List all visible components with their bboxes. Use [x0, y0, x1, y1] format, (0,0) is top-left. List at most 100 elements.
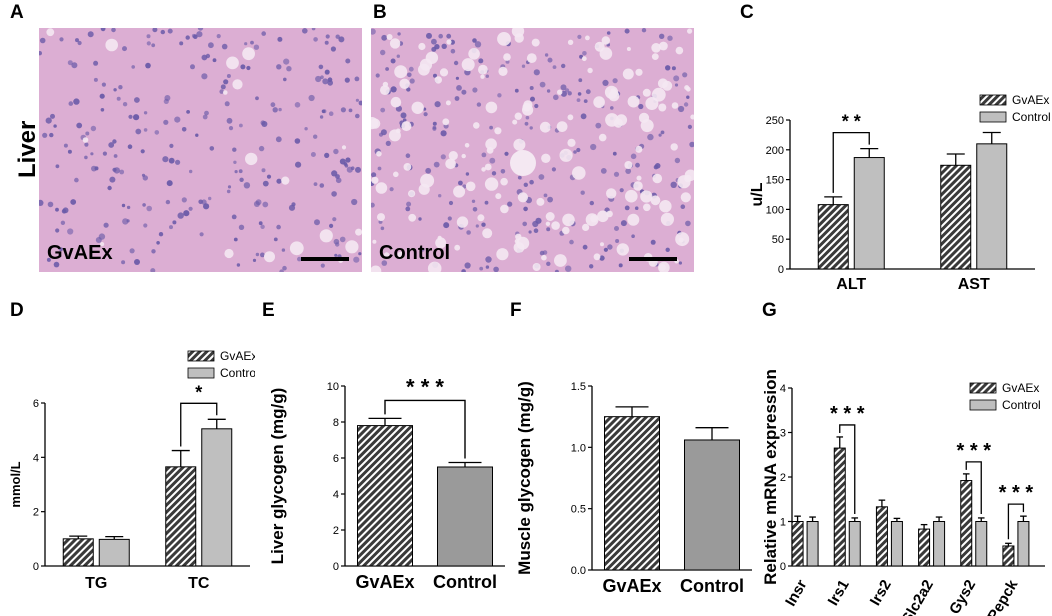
nucleus — [620, 220, 627, 227]
lipid-vacuole — [401, 121, 412, 132]
lipid-vacuole — [448, 151, 458, 161]
nucleus — [561, 63, 566, 69]
nucleus — [576, 147, 581, 153]
nucleus — [338, 36, 345, 43]
nucleus — [55, 164, 60, 169]
bar — [201, 428, 233, 567]
nucleus — [380, 226, 385, 231]
nucleus — [339, 158, 346, 165]
nucleus — [464, 262, 471, 269]
legend-swatch — [969, 399, 997, 411]
nucleus — [577, 92, 582, 96]
nucleus — [152, 28, 158, 33]
nucleus — [261, 31, 266, 36]
lipid-vacuole — [554, 254, 567, 267]
nucleus — [493, 266, 499, 272]
lipid-vacuole — [541, 153, 551, 163]
lipid-vacuole — [393, 171, 399, 178]
nucleus — [39, 199, 44, 206]
nucleus — [109, 176, 116, 183]
nucleus — [294, 102, 301, 108]
nucleus — [614, 226, 619, 231]
nucleus — [223, 79, 229, 85]
lipid-vacuole — [477, 214, 485, 222]
y-tick-label: 4 — [33, 452, 39, 464]
nucleus — [396, 54, 400, 58]
lipid-vacuole — [567, 39, 574, 45]
nucleus — [466, 230, 471, 235]
nucleus — [146, 41, 151, 46]
micrograph-label-control: Control — [379, 242, 451, 264]
nucleus — [380, 49, 386, 56]
nucleus — [262, 180, 269, 187]
bar — [165, 466, 197, 567]
nucleus — [220, 84, 226, 90]
nucleus — [266, 174, 272, 179]
significance-label: * * * — [406, 374, 444, 399]
nucleus — [397, 32, 401, 36]
nucleus — [327, 77, 333, 82]
nucleus — [475, 224, 479, 228]
nucleus — [544, 53, 549, 57]
nucleus — [400, 112, 407, 119]
nucleus — [328, 111, 334, 116]
lipid-vacuole — [376, 151, 382, 157]
nucleus — [279, 269, 284, 272]
lipid-vacuole — [46, 28, 55, 37]
nucleus — [589, 264, 594, 269]
lipid-vacuole — [626, 47, 631, 51]
nucleus — [71, 62, 78, 69]
nucleus — [238, 224, 245, 230]
bar — [1002, 545, 1015, 567]
x-tick-label: Irs2 — [867, 577, 895, 609]
nucleus — [181, 127, 187, 132]
nucleus — [673, 75, 680, 82]
lipid-vacuole — [658, 261, 670, 272]
bar — [604, 416, 660, 571]
lipid-vacuole — [670, 143, 678, 151]
legend-swatch — [187, 350, 215, 362]
nucleus — [674, 83, 679, 87]
nucleus — [524, 121, 529, 126]
nucleus — [276, 64, 282, 70]
nucleus — [231, 214, 237, 220]
y-tick-label: 2 — [780, 472, 786, 484]
panel-letter-g: G — [762, 300, 777, 321]
lipid-vacuole — [640, 190, 653, 203]
lipid-vacuole — [484, 163, 492, 171]
nucleus — [100, 108, 105, 112]
lipid-vacuole — [585, 213, 599, 227]
lipid-vacuole — [319, 229, 333, 243]
nucleus — [84, 142, 89, 147]
nucleus — [45, 117, 52, 124]
lipid-vacuole — [464, 143, 470, 148]
nucleus — [175, 159, 181, 165]
nucleus — [169, 143, 174, 148]
nucleus — [546, 261, 551, 266]
nucleus — [674, 157, 681, 164]
legend-swatch — [979, 94, 1007, 106]
nucleus — [438, 194, 442, 198]
nucleus — [650, 239, 656, 245]
nucleus — [304, 127, 308, 131]
nucleus — [567, 91, 572, 96]
nucleus — [145, 62, 151, 69]
lipid-vacuole — [545, 212, 555, 221]
nucleus — [325, 34, 330, 39]
lipid-vacuole — [454, 244, 461, 251]
nucleus — [322, 78, 329, 85]
lipid-vacuole — [512, 119, 518, 125]
nucleus — [613, 171, 620, 177]
nucleus — [535, 217, 542, 224]
nucleus — [448, 200, 454, 206]
nucleus — [443, 222, 450, 229]
lipid-vacuole — [480, 74, 485, 79]
nucleus — [122, 46, 127, 52]
lipid-vacuole — [513, 138, 526, 151]
nucleus — [246, 65, 251, 71]
lipid-vacuole — [585, 35, 590, 41]
lipid-vacuole — [408, 190, 416, 198]
y-tick-label: 8 — [333, 417, 339, 429]
nucleus — [355, 113, 360, 119]
